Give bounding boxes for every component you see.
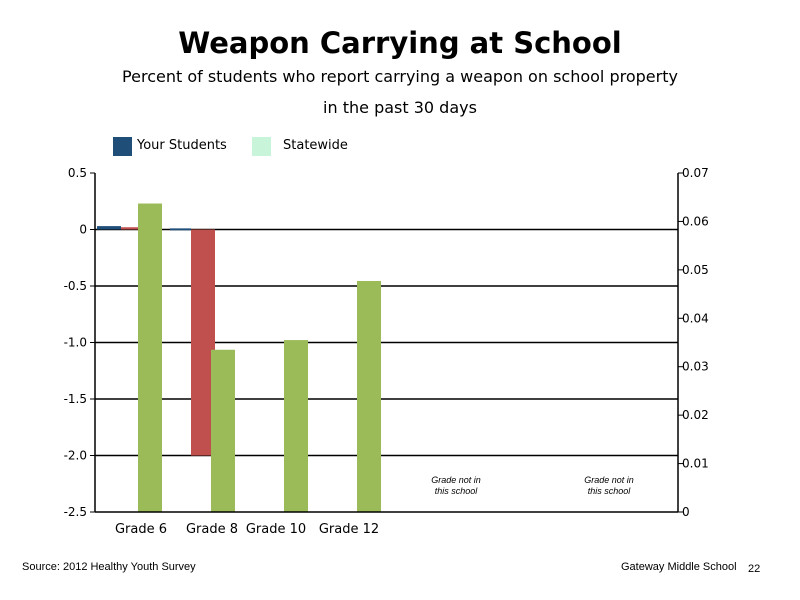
right-tick-label: 0.05 <box>682 263 709 277</box>
bar-your-students-grade-6 <box>97 226 121 230</box>
annotation-line2: this school <box>435 486 479 496</box>
left-tick-label: -2.0 <box>64 449 87 463</box>
bar-your-students-grade-8 <box>170 228 191 231</box>
chart-subtitle-line2: in the past 30 days <box>323 98 477 117</box>
right-tick-label: 0.03 <box>682 360 709 374</box>
left-tick-label: -1.0 <box>64 336 87 350</box>
page-number: 22 <box>748 563 761 575</box>
left-tick-label: -0.5 <box>64 279 87 293</box>
left-tick-label: -1.5 <box>64 392 87 406</box>
legend-swatch-your-students <box>113 137 132 156</box>
bar-series-2-grade-10 <box>284 340 308 512</box>
right-tick-label: 0.07 <box>682 166 709 180</box>
legend-swatch-statewide <box>252 137 271 156</box>
category-label: Grade 6 <box>115 522 167 537</box>
chart-title: Weapon Carrying at School <box>178 26 622 60</box>
annotation-line1: Grade not in <box>584 475 634 485</box>
left-tick-label: -2.5 <box>64 505 87 519</box>
chart-subtitle-line1: Percent of students who report carrying … <box>122 67 678 86</box>
right-tick-label: 0.02 <box>682 408 709 422</box>
category-label: Grade 10 <box>246 522 306 537</box>
right-tick-label: 0.04 <box>682 311 709 325</box>
category-label: Grade 12 <box>319 522 379 537</box>
bar-series-2-grade-12 <box>357 280 381 512</box>
right-tick-label: 0.06 <box>682 214 709 228</box>
right-tick-label: 0 <box>682 505 690 519</box>
annotation-line2: this school <box>588 486 632 496</box>
legend-label-statewide: Statewide <box>283 138 348 153</box>
bar-series-2-grade-6 <box>138 203 162 512</box>
bar-series-1-grade-6 <box>121 227 141 230</box>
annotation-line1: Grade not in <box>431 475 481 485</box>
footer-school-name: Gateway Middle School <box>621 561 737 573</box>
footer-source: Source: 2012 Healthy Youth Survey <box>22 561 196 573</box>
category-label: Grade 8 <box>186 522 238 537</box>
legend-label-your-students: Your Students <box>137 138 227 153</box>
bar-series-2-grade-8 <box>211 349 235 512</box>
left-tick-label: 0.5 <box>68 166 87 180</box>
left-tick-label: 0 <box>79 223 87 237</box>
right-tick-label: 0.01 <box>682 457 709 471</box>
